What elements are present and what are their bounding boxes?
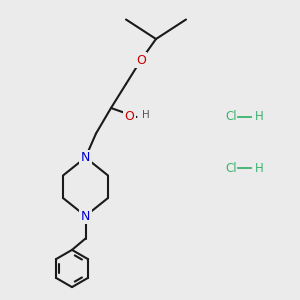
Text: O: O — [124, 110, 134, 124]
Text: N: N — [81, 209, 90, 223]
Text: H: H — [255, 110, 264, 124]
Text: N: N — [81, 151, 90, 164]
Text: H: H — [255, 161, 264, 175]
Text: Cl: Cl — [225, 110, 237, 124]
Text: Cl: Cl — [225, 161, 237, 175]
Text: O: O — [136, 53, 146, 67]
Text: H: H — [142, 110, 150, 120]
